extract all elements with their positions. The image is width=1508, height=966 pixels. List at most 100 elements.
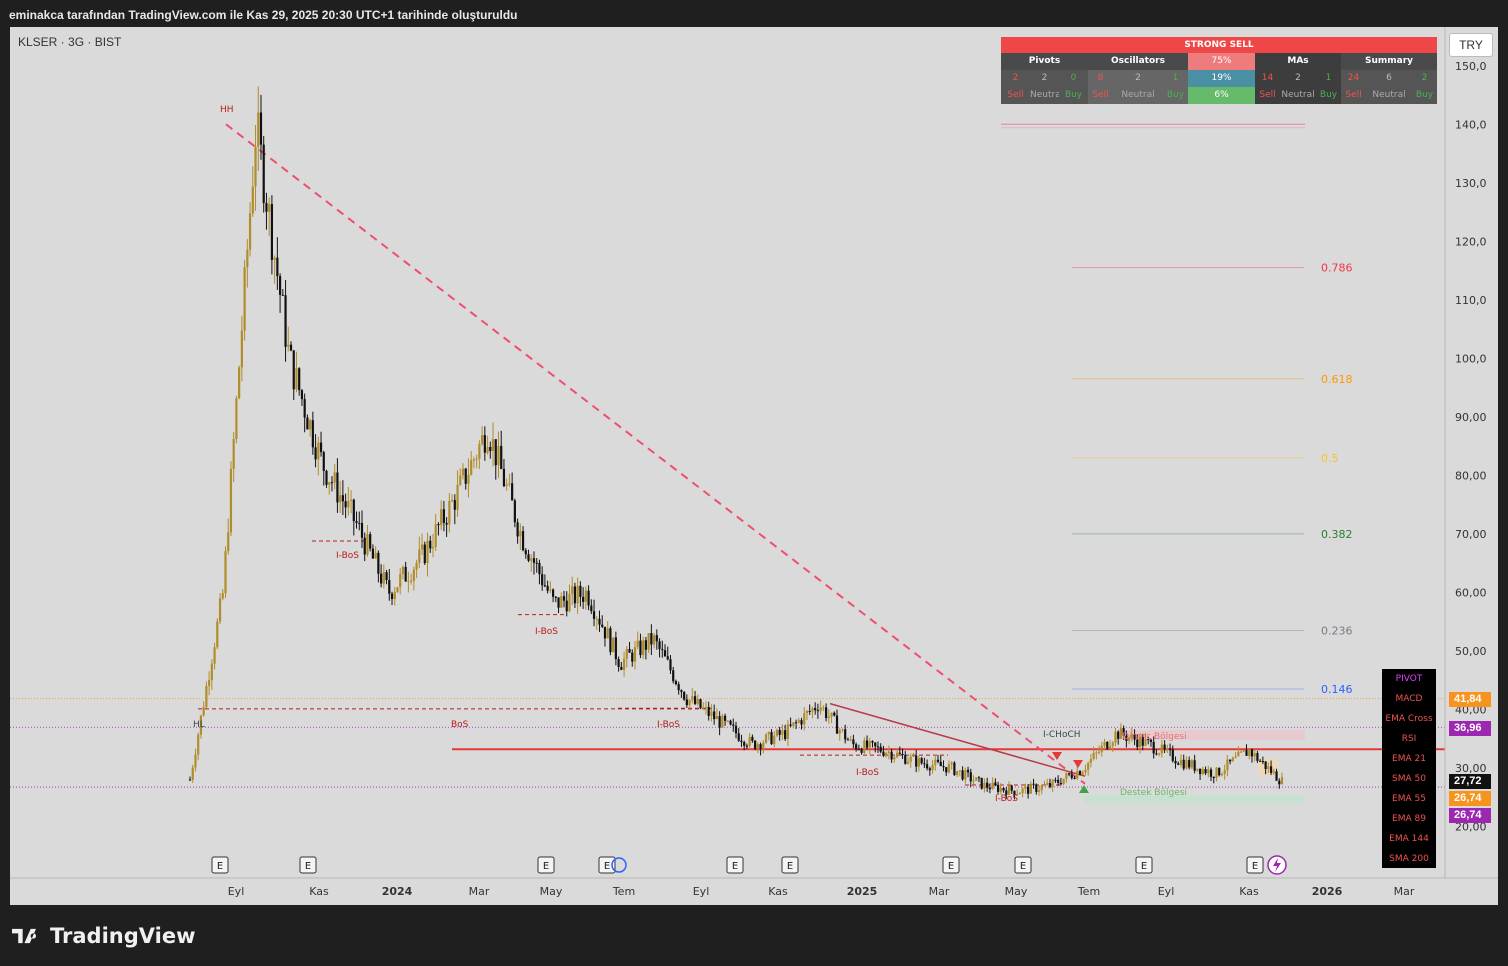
summary-neutral-label: Neutral [1366, 87, 1412, 104]
candle-body [961, 770, 964, 780]
candle-body [259, 112, 263, 145]
candle-body [789, 724, 792, 726]
candle-body [966, 769, 970, 773]
candle-body [781, 730, 784, 735]
candle-body [1256, 753, 1259, 761]
candle-body [947, 764, 951, 773]
currency-button[interactable]: TRY [1449, 33, 1493, 57]
buy-arrow-icon [1079, 785, 1089, 793]
candle-body [784, 730, 787, 739]
candle-body [691, 696, 694, 700]
x-tick-label: Kas [768, 885, 788, 898]
candle-body [1272, 771, 1275, 773]
candle-body [238, 367, 241, 399]
candle-body [224, 551, 227, 594]
candle-body [666, 656, 669, 660]
candle-body [622, 658, 626, 670]
candle-body [1117, 731, 1120, 739]
indicator-sma50: SMA 50 [1392, 774, 1426, 784]
candle-body [199, 715, 203, 735]
candle-body [240, 330, 243, 368]
candle-body [371, 548, 375, 559]
candle-body [1275, 771, 1278, 781]
candle-body [1188, 760, 1191, 768]
x-axis: Eyl Kas 2024 Mar May Tem Eyl Kas 2025 Mar May Tem Ey… [10, 877, 1498, 898]
candle-body [603, 626, 607, 639]
candle-body [295, 368, 298, 390]
candle-body [1223, 770, 1226, 774]
price-tag-26-a: 26,74 [1449, 791, 1491, 806]
candle-body [1024, 786, 1027, 789]
earnings-badge [1014, 856, 1032, 874]
candle-body [431, 546, 435, 549]
osc-buy-count: 1 [1163, 70, 1188, 87]
price-tag-current: 27,72 [1449, 774, 1491, 789]
annotation-label: HL [193, 720, 205, 730]
candle-body [906, 761, 910, 764]
candle-body [404, 566, 407, 582]
earnings-marker: E [598, 856, 616, 874]
candle-body [287, 344, 290, 347]
candle-body [560, 596, 563, 608]
candle-body [1138, 736, 1142, 748]
candle-body [412, 569, 415, 581]
earnings-label: E [217, 861, 223, 872]
candle-body [1209, 769, 1213, 777]
fib-level-label: 0.146 [1321, 683, 1353, 696]
y-tick-label: 30,00 [1455, 762, 1487, 775]
candle-body [1046, 783, 1049, 785]
candle-body [535, 562, 538, 564]
candle-body [393, 592, 396, 600]
annotation-label: Destek Bölgesi [1120, 788, 1187, 798]
candle-body [418, 549, 421, 563]
candle-body [423, 544, 426, 564]
candle-body [942, 766, 945, 768]
annotation-label: I-BoS [856, 768, 879, 778]
candle-body [1250, 749, 1254, 757]
candle-body [429, 540, 432, 549]
candle-body [1043, 784, 1046, 786]
candle-body [794, 722, 798, 724]
chart-area[interactable] [10, 27, 1498, 905]
candles [188, 86, 1284, 800]
downtrend-line [225, 123, 1086, 785]
candle-body [369, 534, 372, 549]
indicator-ema21: EMA 21 [1392, 754, 1426, 764]
candle-body [445, 522, 448, 525]
candle-body [1160, 744, 1163, 754]
candle-body [579, 585, 582, 597]
x-tick-label: Mar [929, 885, 950, 898]
earnings-marker: E [299, 856, 317, 874]
pct-sell: 75% [1188, 53, 1255, 70]
candle-body [325, 470, 328, 485]
candle-body [773, 735, 776, 745]
group-pivots: Pivots [1001, 53, 1088, 70]
tradingview-logo-icon [12, 928, 37, 944]
candle-body [358, 522, 361, 524]
candle-body [898, 752, 901, 754]
annotation-label: I-BoS [995, 794, 1018, 804]
candle-body [1040, 785, 1043, 791]
x-tick-label: May [1005, 885, 1028, 898]
x-tick-label: Eyl [228, 885, 245, 898]
candle-body [685, 699, 688, 706]
candle-body [721, 715, 724, 728]
candle-body [205, 685, 208, 707]
tradingview-brand[interactable]: TradingView [12, 924, 195, 948]
candle-body [639, 640, 642, 656]
candle-body [980, 777, 983, 789]
candle-body [557, 597, 560, 608]
candle-body [975, 777, 978, 781]
candle-body [461, 468, 465, 476]
fib-level-label: 0.618 [1321, 373, 1353, 386]
candle-body [1147, 739, 1150, 741]
indicator-panel: PIVOT MACD EMA Cross RSI EMA 21 SMA 50 E… [1382, 669, 1436, 868]
candle-body [696, 699, 699, 704]
candle-body [926, 764, 929, 769]
pct-neutral: 19% [1188, 70, 1255, 87]
candle-body [339, 495, 342, 503]
candle-body [625, 649, 628, 659]
candle-body [516, 522, 519, 537]
candle-body [1103, 741, 1106, 746]
